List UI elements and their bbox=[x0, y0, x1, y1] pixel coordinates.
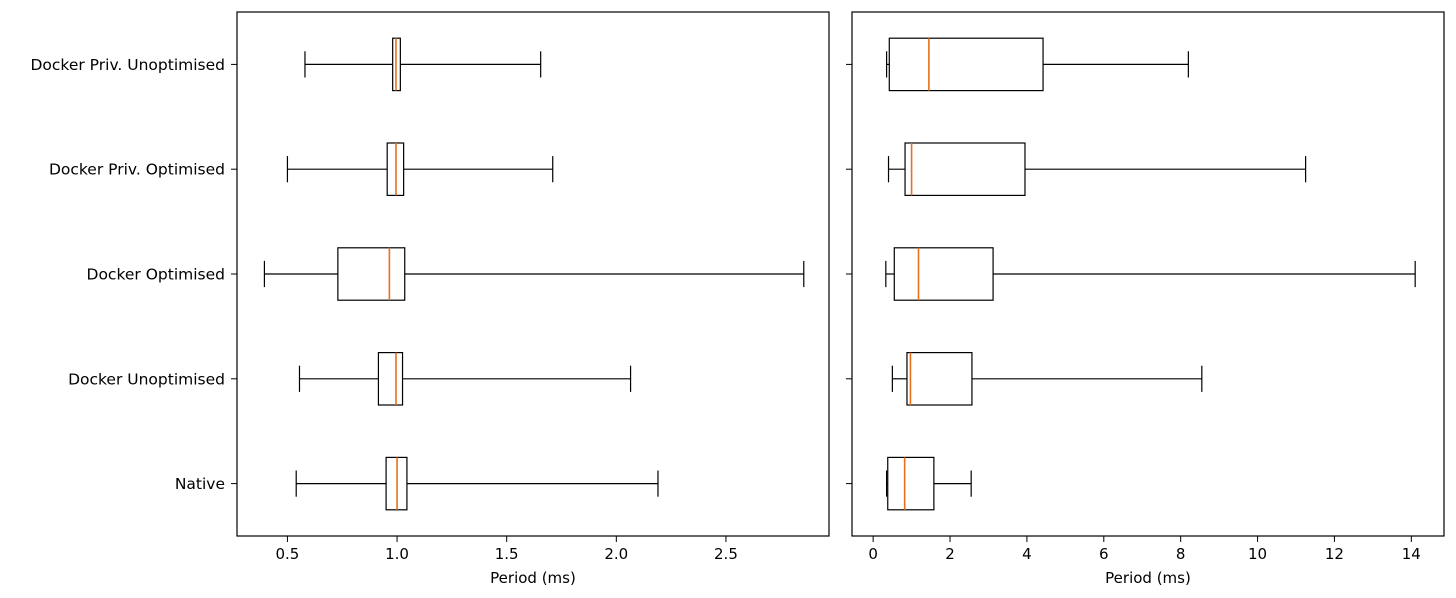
iqr-box bbox=[904, 142, 1026, 197]
left-box-2 bbox=[263, 247, 805, 301]
right-box-0 bbox=[885, 456, 972, 511]
iqr-box bbox=[906, 352, 973, 406]
right-x-tick-label: 10 bbox=[1248, 545, 1267, 563]
right-box-1 bbox=[891, 352, 1203, 406]
category-label: Docker Priv. Unoptimised bbox=[30, 56, 225, 74]
iqr-box bbox=[893, 247, 994, 301]
right-x-tick-label: 8 bbox=[1176, 545, 1186, 563]
left-x-tick-label: 2.0 bbox=[604, 545, 628, 563]
left-boxplot-panel: 0.5 1.0 1.5 2.0 2.5 Period (ms) Native Docker U… bbox=[30, 11, 830, 587]
left-box-1 bbox=[298, 352, 632, 406]
category-label: Docker Optimised bbox=[87, 266, 225, 284]
category-label: Native bbox=[175, 475, 225, 493]
right-x-tick-label: 2 bbox=[945, 545, 955, 563]
iqr-box bbox=[887, 456, 935, 511]
left-x-tick-label: 2.5 bbox=[714, 545, 738, 563]
left-x-axis-label: Period (ms) bbox=[490, 569, 576, 587]
category-label: Docker Priv. Optimised bbox=[49, 161, 225, 179]
right-x-tick-label: 4 bbox=[1022, 545, 1032, 563]
left-box-0 bbox=[295, 456, 659, 511]
right-box-2 bbox=[885, 247, 1416, 301]
right-box-4 bbox=[885, 37, 1189, 92]
category-label: Docker Unoptimised bbox=[68, 370, 225, 388]
right-x-tick-label: 12 bbox=[1325, 545, 1344, 563]
left-x-tick-label: 0.5 bbox=[275, 545, 299, 563]
left-x-tick-label: 1.5 bbox=[495, 545, 519, 563]
iqr-box bbox=[888, 37, 1044, 92]
right-x-axis-label: Period (ms) bbox=[1105, 569, 1191, 587]
right-box-3 bbox=[887, 142, 1307, 197]
right-x-tick-label: 0 bbox=[868, 545, 878, 563]
iqr-box bbox=[377, 352, 404, 406]
left-box-3 bbox=[286, 142, 554, 197]
right-x-tick-label: 6 bbox=[1099, 545, 1109, 563]
right-boxplot-panel: 0 2 4 6 8 10 12 14 Period (ms) bbox=[846, 11, 1445, 587]
iqr-box bbox=[337, 247, 406, 301]
left-box-4 bbox=[304, 37, 542, 92]
left-x-tick-label: 1.0 bbox=[385, 545, 409, 563]
right-x-tick-label: 14 bbox=[1402, 545, 1421, 563]
